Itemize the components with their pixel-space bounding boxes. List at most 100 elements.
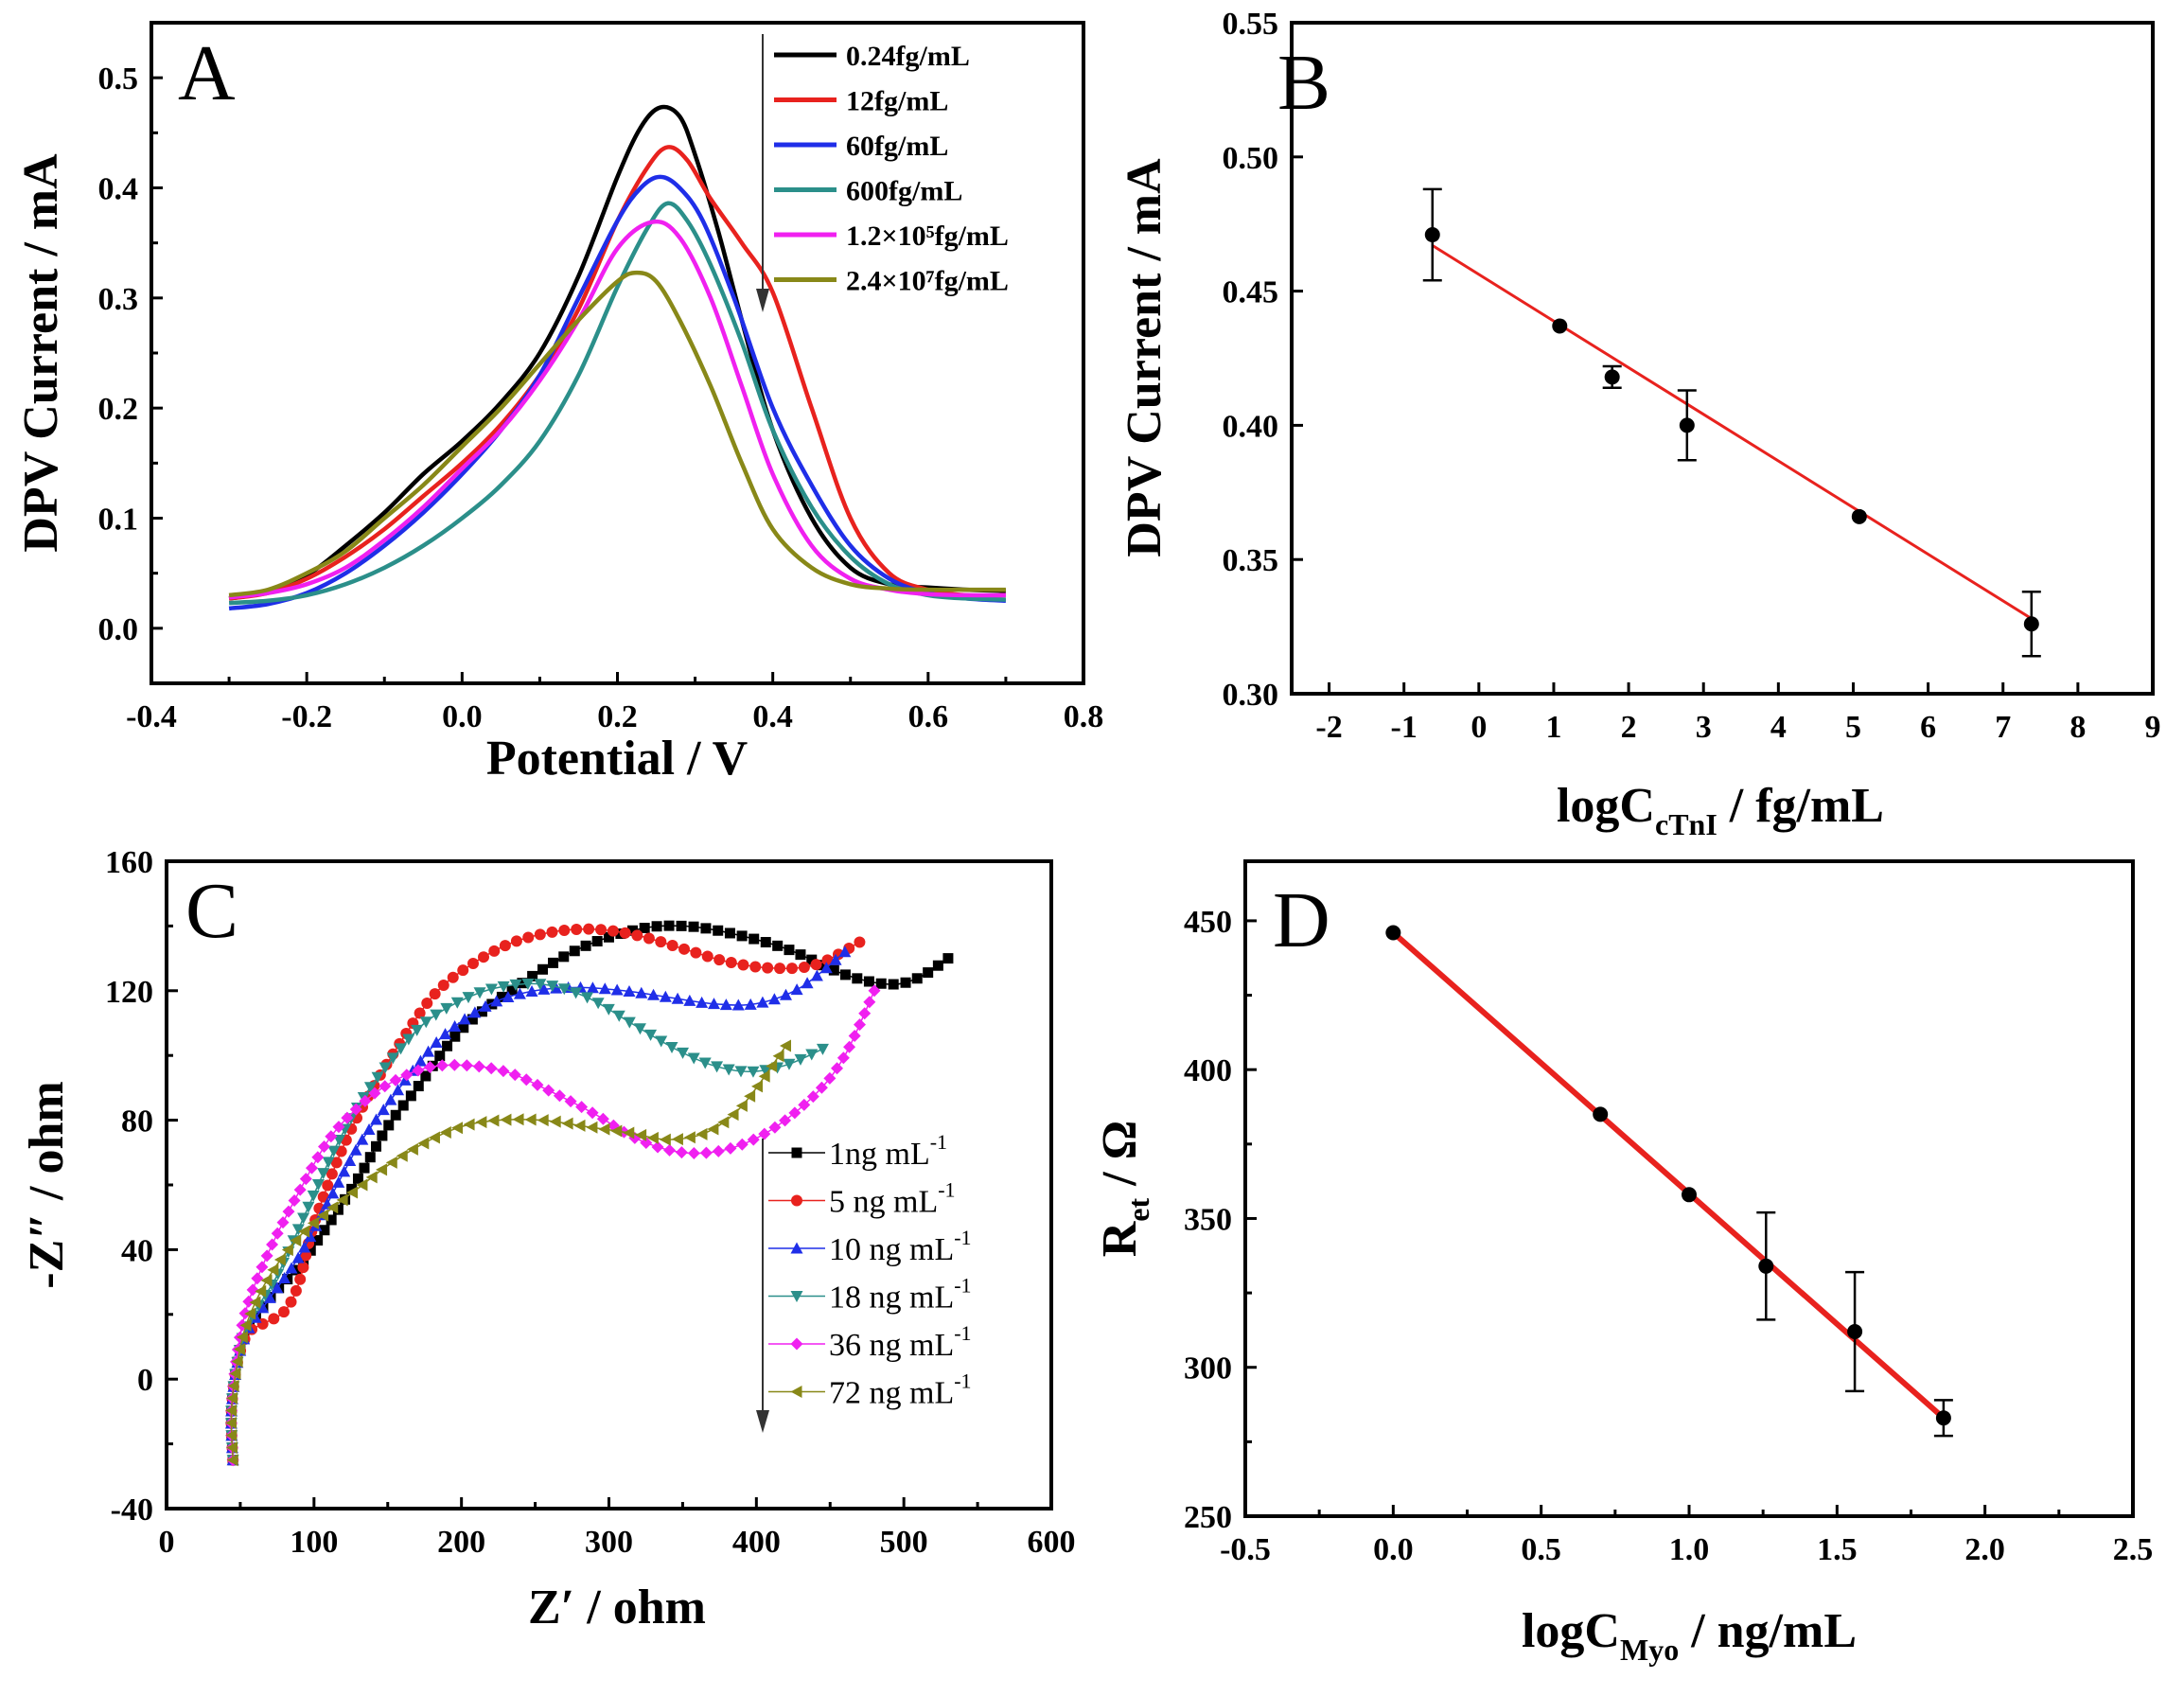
- panel-c-series-marker: [612, 1010, 625, 1022]
- panel-c-series-marker: [256, 1301, 270, 1314]
- panel-c-series-marker: [509, 979, 522, 991]
- panel-d-ticks: -0.5 0.0 0.5 1.0 1.5 2.0 2.5 250 300 350 400 450: [1184, 905, 2153, 1567]
- panel-a-xtick-label: -0.2: [281, 699, 332, 734]
- panel-c-series-marker: [571, 923, 583, 935]
- panel-c-series-marker: [299, 1173, 312, 1186]
- panel-c-series-marker: [405, 1090, 416, 1102]
- panel-c-series-marker: [317, 1168, 330, 1180]
- panel-c-series-marker: [736, 930, 748, 942]
- panel-c-series-marker: [397, 1100, 409, 1111]
- panel-c-series-marker: [513, 987, 526, 999]
- panel-b-ytick-label: 0.35: [1223, 543, 1279, 578]
- panel-c-series-marker: [439, 1028, 452, 1040]
- panel-b-data-point: [1552, 318, 1568, 334]
- panel-c-series-marker: [537, 1114, 549, 1127]
- panel-c-series-marker: [319, 1225, 330, 1236]
- panel-c-series-marker: [460, 1059, 473, 1072]
- panel-c-series-marker: [675, 1146, 688, 1159]
- panel-c-series-marker: [364, 1152, 376, 1163]
- panel-c-series-marker: [302, 1201, 315, 1213]
- panel-c-series-marker: [815, 1081, 828, 1094]
- panel-c-series-marker: [816, 1043, 829, 1055]
- panel-c-series-marker: [848, 1030, 861, 1043]
- panel-c-series-marker: [888, 979, 899, 990]
- panel-c-series-marker: [502, 990, 515, 1002]
- panel-b-data-point: [1679, 417, 1695, 433]
- panel-c-series-marker: [798, 961, 810, 973]
- panel-c-series-marker: [713, 925, 724, 936]
- panel-b-data-point: [1604, 369, 1620, 385]
- panel-c-series-marker: [517, 978, 528, 989]
- panel-a-xtick-label: 0.0: [442, 699, 483, 734]
- panel-c-series-marker: [484, 1062, 498, 1075]
- panel-c-legend-marker: [790, 1291, 803, 1302]
- panel-c-series-marker: [586, 1121, 598, 1134]
- panel-a-legend-label: 12fg/mL: [846, 86, 948, 117]
- panel-a-xlabel: Potential / V: [486, 732, 748, 786]
- panel-c-series-marker: [735, 1138, 749, 1151]
- panel-c-series-marker: [722, 1064, 735, 1076]
- panel-c-series-marker: [596, 1112, 609, 1125]
- panel-c-series-marker: [341, 1111, 354, 1124]
- panel-c-series-marker: [402, 1034, 415, 1046]
- panel-c-series-marker: [487, 1114, 500, 1127]
- panel-c-ytick-label: 80: [121, 1104, 153, 1140]
- panel-c-series-marker: [506, 984, 518, 996]
- panel-c-xlabel: Z′ / ohm: [528, 1581, 706, 1634]
- panel-c-series-marker: [678, 943, 691, 955]
- panel-c-series-marker: [768, 1121, 782, 1134]
- panel-c-series-marker: [829, 953, 842, 965]
- panel-c-series-marker: [759, 1065, 772, 1077]
- panel-d-data: [1385, 925, 1953, 1438]
- panel-c-series-marker: [646, 1131, 659, 1144]
- panel-c-series-marker: [304, 1230, 317, 1243]
- panel-c-series-marker: [687, 1052, 700, 1065]
- panel-c-series-marker: [419, 1016, 432, 1029]
- panel-c-legend-label: 18 ng mL-1: [829, 1274, 972, 1316]
- panel-a-xtick-label: -0.4: [126, 699, 177, 734]
- panel-d-ylabel-rest: / Ω: [1093, 1121, 1147, 1198]
- panel-c-series-marker: [676, 920, 687, 931]
- panel-c-series: [224, 920, 954, 1467]
- panel-c-series-marker: [395, 1043, 408, 1055]
- panel-c-series-marker: [356, 1178, 368, 1192]
- panel-c-series-marker: [457, 964, 469, 977]
- panel-d-xlabel: logCMyo / ng/mL: [1522, 1604, 1857, 1667]
- panel-c-series-marker: [735, 1099, 748, 1112]
- panel-c-series-marker: [437, 979, 449, 991]
- panel-b-fit-line: [1431, 244, 2033, 620]
- panel-c-series-marker: [226, 1454, 238, 1467]
- panel-c-series-marker: [823, 1071, 837, 1085]
- panel-c-series-marker: [497, 1065, 510, 1078]
- panel-d-xtick-label: -0.5: [1220, 1532, 1271, 1567]
- panel-c-series-marker: [655, 936, 667, 948]
- panel-c-legend-label: 10 ng mL-1: [829, 1226, 972, 1267]
- panel-c-series-marker: [297, 1262, 309, 1274]
- panel-c-series-marker: [317, 1140, 330, 1154]
- panel-c-series-marker: [798, 1098, 811, 1111]
- panel-c-series-marker: [276, 1216, 290, 1229]
- panel-c-series-marker: [392, 1084, 405, 1096]
- panel-d-xlabel-rest: / ng/mL: [1679, 1604, 1857, 1658]
- panel-c-series-marker: [414, 1054, 427, 1067]
- panel-c-series-marker: [610, 1124, 623, 1138]
- panel-c-series-marker: [300, 1249, 312, 1262]
- panel-d-xtick-label: 2.0: [1964, 1532, 2005, 1567]
- panel-c-series-marker: [747, 1133, 760, 1146]
- panel-c-series-marker: [717, 1116, 730, 1129]
- panel-c-legend-label-sup: -1: [954, 1226, 971, 1249]
- panel-c-series-marker: [225, 1429, 238, 1442]
- panel-c-series-marker: [583, 923, 595, 935]
- panel-c-series-marker: [810, 969, 823, 981]
- panel-c-legend-label-main: 18 ng mL: [829, 1281, 954, 1316]
- panel-c-series-marker: [255, 1284, 267, 1298]
- panel-c-series-marker: [760, 937, 771, 948]
- panel-c-series-marker: [591, 936, 603, 947]
- panel-c-series-marker: [531, 1078, 544, 1091]
- panel-c-series-marker: [677, 1047, 690, 1059]
- panel-c-series-marker: [788, 1106, 801, 1120]
- panel-c-series-marker: [377, 1130, 388, 1141]
- panel-c-series-marker: [244, 1307, 256, 1320]
